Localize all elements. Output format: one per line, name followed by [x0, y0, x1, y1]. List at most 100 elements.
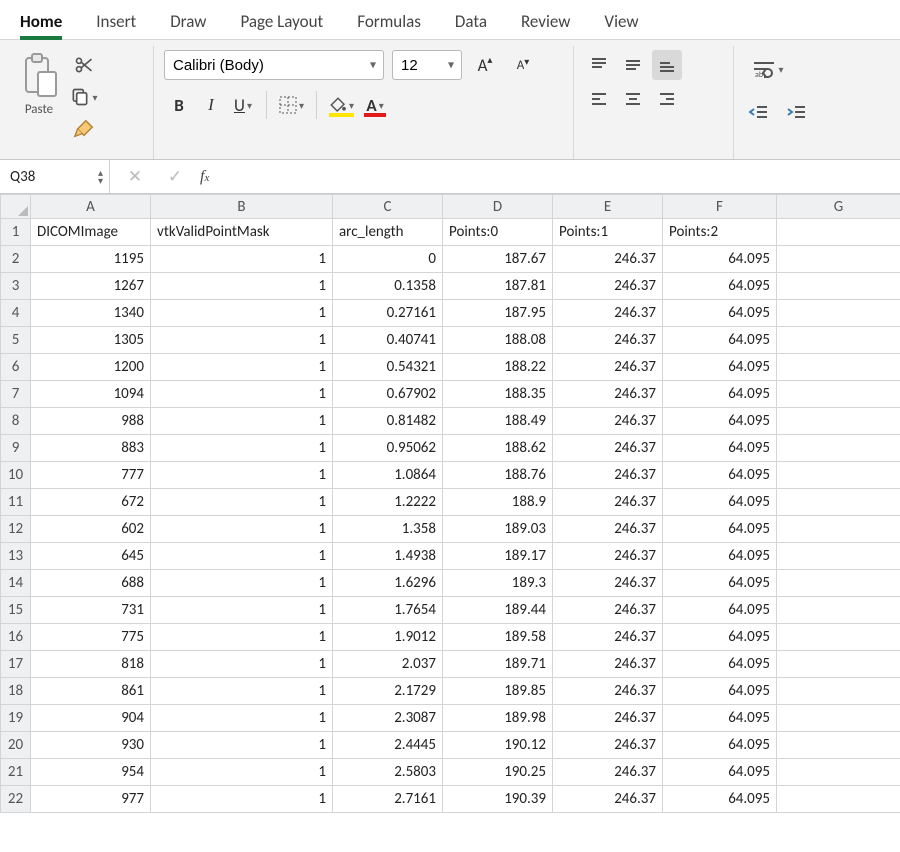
- cell[interactable]: 1: [151, 408, 333, 435]
- cell[interactable]: 1: [151, 435, 333, 462]
- align-left-button[interactable]: [584, 84, 614, 114]
- cell[interactable]: 1.9012: [333, 624, 443, 651]
- tab-data[interactable]: Data: [445, 5, 497, 40]
- cell[interactable]: [777, 624, 900, 651]
- cell[interactable]: 64.095: [663, 705, 777, 732]
- cell[interactable]: 883: [31, 435, 151, 462]
- cell[interactable]: 1: [151, 705, 333, 732]
- col-header-E[interactable]: E: [553, 195, 663, 219]
- formula-input[interactable]: [219, 160, 900, 193]
- cell[interactable]: [777, 300, 900, 327]
- cell[interactable]: 602: [31, 516, 151, 543]
- cell[interactable]: vtkValidPointMask: [151, 219, 333, 246]
- cell[interactable]: DICOMImage: [31, 219, 151, 246]
- cell[interactable]: 64.095: [663, 597, 777, 624]
- cell[interactable]: 64.095: [663, 435, 777, 462]
- cell[interactable]: 189.98: [443, 705, 553, 732]
- cell[interactable]: [777, 786, 900, 813]
- cell[interactable]: 187.67: [443, 246, 553, 273]
- cell[interactable]: 64.095: [663, 759, 777, 786]
- cell[interactable]: 189.58: [443, 624, 553, 651]
- increase-font-button[interactable]: A▴: [470, 50, 500, 80]
- row-header[interactable]: 18: [1, 678, 31, 705]
- row-header[interactable]: 20: [1, 732, 31, 759]
- cell[interactable]: [777, 597, 900, 624]
- cell[interactable]: 1: [151, 300, 333, 327]
- bold-button[interactable]: B: [164, 90, 194, 120]
- grid-table[interactable]: A B C D E F G 1DICOMImagevtkValidPointMa…: [0, 194, 900, 813]
- cell[interactable]: 1: [151, 354, 333, 381]
- cell[interactable]: 246.37: [553, 651, 663, 678]
- row-header[interactable]: 12: [1, 516, 31, 543]
- row-header[interactable]: 22: [1, 786, 31, 813]
- row-header[interactable]: 7: [1, 381, 31, 408]
- tab-home[interactable]: Home: [10, 5, 72, 40]
- cell[interactable]: 1: [151, 597, 333, 624]
- cell[interactable]: [777, 516, 900, 543]
- cell[interactable]: [777, 543, 900, 570]
- cell[interactable]: 246.37: [553, 516, 663, 543]
- cell[interactable]: 688: [31, 570, 151, 597]
- cell[interactable]: 64.095: [663, 408, 777, 435]
- cell[interactable]: 190.39: [443, 786, 553, 813]
- cell[interactable]: 1.4938: [333, 543, 443, 570]
- cell[interactable]: 1: [151, 678, 333, 705]
- cell[interactable]: 904: [31, 705, 151, 732]
- cell[interactable]: 188.08: [443, 327, 553, 354]
- cell[interactable]: 190.25: [443, 759, 553, 786]
- cell[interactable]: 246.37: [553, 273, 663, 300]
- cell[interactable]: 0.40741: [333, 327, 443, 354]
- cell[interactable]: 246.37: [553, 543, 663, 570]
- cell[interactable]: 1: [151, 732, 333, 759]
- cell[interactable]: 64.095: [663, 624, 777, 651]
- cell[interactable]: 988: [31, 408, 151, 435]
- cell[interactable]: 731: [31, 597, 151, 624]
- cell[interactable]: 1195: [31, 246, 151, 273]
- cell[interactable]: 189.71: [443, 651, 553, 678]
- cell[interactable]: 1: [151, 381, 333, 408]
- cell[interactable]: [777, 246, 900, 273]
- cell[interactable]: 246.37: [553, 300, 663, 327]
- cell[interactable]: 1267: [31, 273, 151, 300]
- cell[interactable]: 64.095: [663, 300, 777, 327]
- cell[interactable]: 0.95062: [333, 435, 443, 462]
- cell[interactable]: 246.37: [553, 597, 663, 624]
- col-header-C[interactable]: C: [333, 195, 443, 219]
- cell[interactable]: 64.095: [663, 354, 777, 381]
- accept-formula-button[interactable]: ✓: [160, 162, 190, 192]
- cell[interactable]: 246.37: [553, 354, 663, 381]
- align-center-button[interactable]: [618, 84, 648, 114]
- cell[interactable]: 1094: [31, 381, 151, 408]
- row-header[interactable]: 13: [1, 543, 31, 570]
- cell[interactable]: 246.37: [553, 489, 663, 516]
- increase-indent-button[interactable]: [782, 98, 812, 128]
- cell[interactable]: 1: [151, 462, 333, 489]
- cell[interactable]: 246.37: [553, 435, 663, 462]
- cell[interactable]: 188.76: [443, 462, 553, 489]
- col-header-F[interactable]: F: [663, 195, 777, 219]
- row-header[interactable]: 4: [1, 300, 31, 327]
- cell[interactable]: 189.17: [443, 543, 553, 570]
- cell[interactable]: 64.095: [663, 516, 777, 543]
- cell[interactable]: 1: [151, 624, 333, 651]
- col-header-G[interactable]: G: [777, 195, 900, 219]
- col-header-A[interactable]: A: [31, 195, 151, 219]
- cell[interactable]: 1.0864: [333, 462, 443, 489]
- cancel-formula-button[interactable]: ✕: [120, 162, 150, 192]
- cell[interactable]: 930: [31, 732, 151, 759]
- name-box-spinner[interactable]: ▴▾: [98, 169, 103, 185]
- cell[interactable]: 1.358: [333, 516, 443, 543]
- paste-button[interactable]: Paste: [14, 50, 64, 119]
- cell[interactable]: 0: [333, 246, 443, 273]
- cell[interactable]: 189.3: [443, 570, 553, 597]
- cell[interactable]: 0.54321: [333, 354, 443, 381]
- cell[interactable]: 1: [151, 327, 333, 354]
- cell[interactable]: 861: [31, 678, 151, 705]
- cell[interactable]: 188.49: [443, 408, 553, 435]
- row-header[interactable]: 11: [1, 489, 31, 516]
- cell[interactable]: 2.037: [333, 651, 443, 678]
- cell[interactable]: [777, 759, 900, 786]
- cell[interactable]: 246.37: [553, 462, 663, 489]
- tab-formulas[interactable]: Formulas: [347, 5, 431, 40]
- cell[interactable]: 977: [31, 786, 151, 813]
